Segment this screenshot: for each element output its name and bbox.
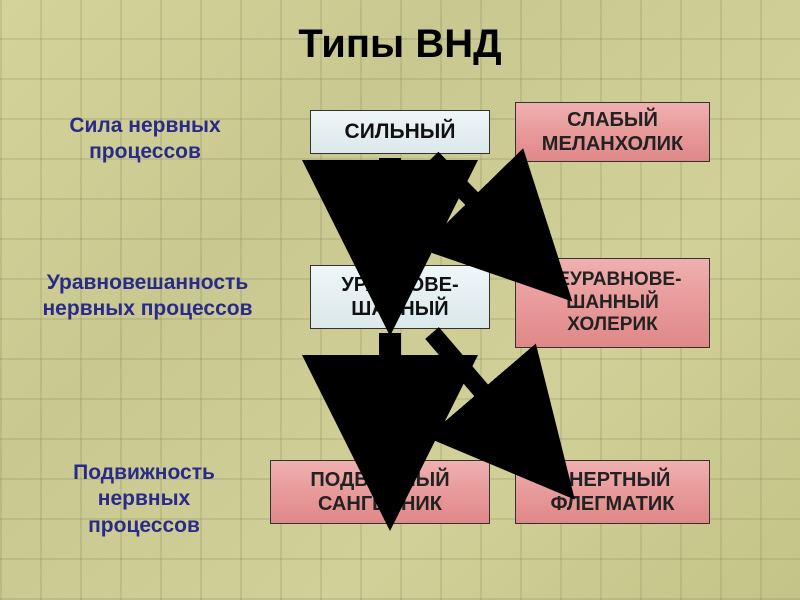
box-unbalanced-l1: НЕУРАВНОВЕ-: [544, 269, 682, 290]
label-strength: Сила нервных процессов: [30, 113, 260, 166]
box-unbalanced-choleric: НЕУРАВНОВЕ- ШАННЫЙ ХОЛЕРИК: [515, 258, 710, 348]
box-inert-l1: ИНЕРТНЫЙ: [555, 469, 671, 491]
label-mobility-l1: Подвижность нервных: [73, 461, 215, 510]
box-balanced: УРАВНОВЕ- ШАННЫЙ: [310, 265, 490, 329]
box-strong-text: СИЛЬНЫЙ: [345, 119, 456, 144]
box-mobile-sanguine: ПОДВИЖНЫЙ САНГВИНИК: [270, 460, 490, 524]
box-balanced-l2: ШАННЫЙ: [351, 298, 448, 320]
box-mobile-l2: САНГВИНИК: [318, 493, 442, 515]
label-strength-l2: процессов: [89, 140, 201, 163]
box-strong: СИЛЬНЫЙ: [310, 110, 490, 154]
page-title: Типы ВНД: [0, 0, 800, 67]
arrow-balanced-to-inert: [432, 333, 528, 445]
label-balance-l2: нервных процессов: [43, 297, 253, 320]
label-strength-l1: Сила нервных: [69, 114, 220, 137]
diagram-content: Типы ВНД Сила нервных процессов Уравнове…: [0, 0, 800, 600]
box-weak-melancholic: СЛАБЫЙ МЕЛАНХОЛИК: [515, 102, 710, 162]
label-balance: Уравновешанность нервных процессов: [20, 270, 275, 323]
label-balance-l1: Уравновешанность: [47, 271, 248, 294]
box-inert-phlegmatic: ИНЕРТНЫЙ ФЛЕГМАТИК: [515, 460, 710, 524]
label-mobility: Подвижность нервных процессов: [24, 460, 264, 539]
box-weak-l2: МЕЛАНХОЛИК: [542, 133, 683, 155]
box-mobile-l1: ПОДВИЖНЫЙ: [310, 469, 449, 491]
box-balanced-l1: УРАВНОВЕ-: [341, 274, 458, 296]
box-unbalanced-l3: ХОЛЕРИК: [567, 314, 657, 335]
arrow-strong-to-unbalanced: [432, 158, 522, 250]
box-weak-l1: СЛАБЫЙ: [567, 109, 658, 131]
box-inert-l2: ФЛЕГМАТИК: [551, 493, 675, 515]
label-mobility-l2: процессов: [88, 514, 200, 537]
box-unbalanced-l2: ШАННЫЙ: [566, 292, 659, 313]
